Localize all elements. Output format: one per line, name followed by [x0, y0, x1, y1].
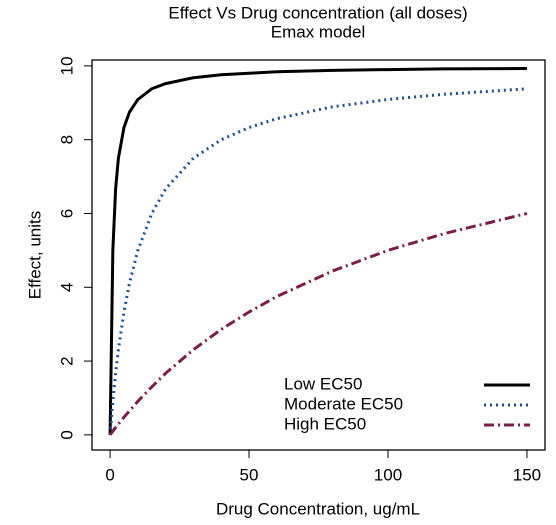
x-axis-label: Drug Concentration, ug/mL	[216, 499, 420, 518]
x-tick-label: 0	[105, 465, 114, 484]
series-line	[108, 212, 528, 436]
x-tick-label: 100	[374, 465, 402, 484]
y-tick-label: 10	[57, 56, 76, 75]
series-line	[108, 66, 527, 435]
legend-label: High EC50	[284, 414, 366, 433]
x-tick-label: 50	[240, 465, 259, 484]
y-tick-label: 0	[57, 430, 76, 439]
y-tick-label: 4	[57, 283, 76, 292]
chart-title: Effect Vs Drug concentration (all doses)	[168, 3, 467, 22]
plot-frame	[91, 59, 546, 451]
y-tick-label: 2	[57, 356, 76, 365]
y-tick-label: 8	[57, 135, 76, 144]
y-tick-label: 6	[57, 209, 76, 218]
legend-label: Moderate EC50	[284, 394, 403, 413]
chart-subtitle: Emax model	[271, 22, 365, 41]
legend-label: Low EC50	[284, 374, 362, 393]
y-axis-label: Effect, units	[25, 211, 44, 300]
x-tick-label: 150	[513, 465, 541, 484]
